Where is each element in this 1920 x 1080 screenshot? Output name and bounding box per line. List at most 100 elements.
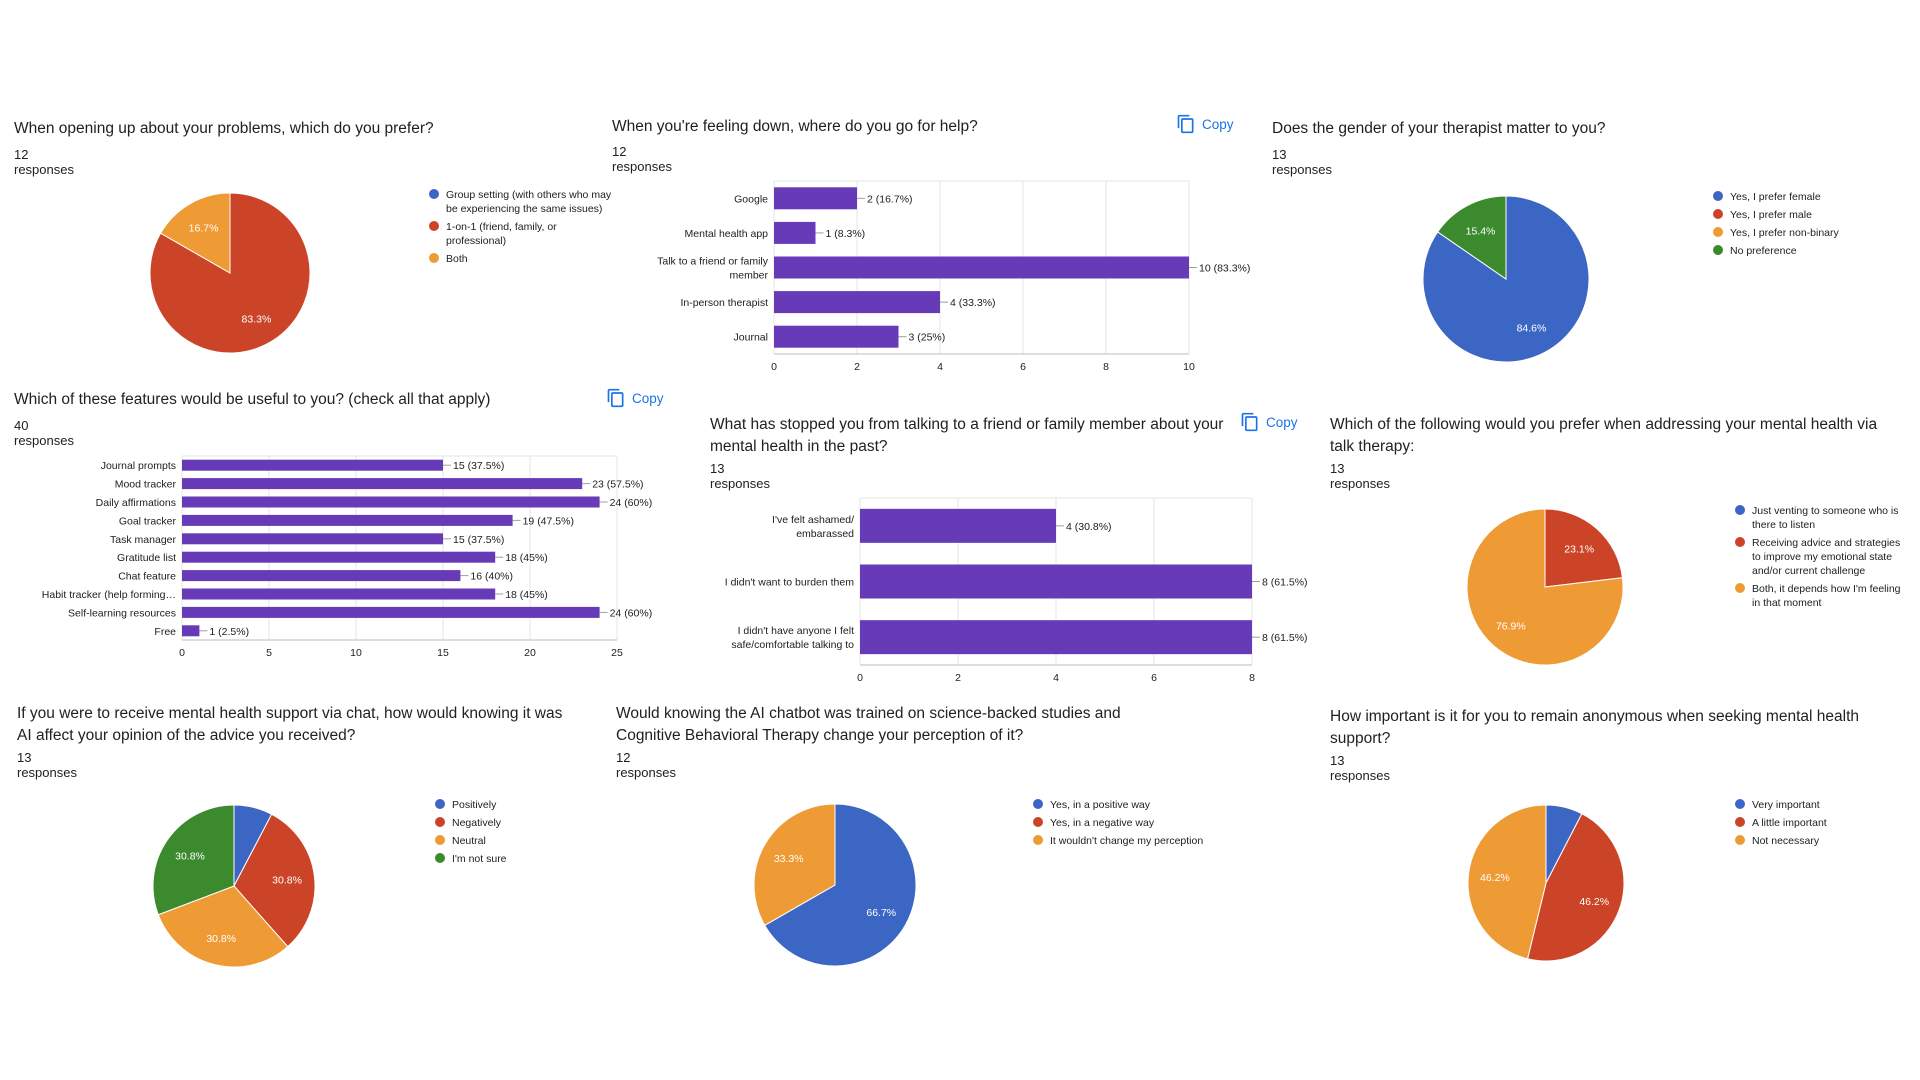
legend-label: No preference <box>1730 245 1797 257</box>
copy-icon <box>607 388 624 408</box>
legend-marker <box>1033 817 1043 827</box>
data-label: 4 (30.8%) <box>1066 521 1112 533</box>
slice-label: 30.8% <box>175 851 205 863</box>
x-tick-label: 25 <box>611 647 623 659</box>
legend-marker <box>429 221 439 231</box>
question-title: When you're feeling down, where do you g… <box>612 118 978 135</box>
data-label: 15 (37.5%) <box>453 534 504 546</box>
data-label: 23 (57.5%) <box>592 479 643 491</box>
legend-label: I'm not sure <box>452 853 507 865</box>
legend-label: Positively <box>452 799 497 811</box>
category-label: Goal tracker <box>119 515 177 527</box>
legend-marker <box>1713 209 1723 219</box>
pie-slice <box>1544 508 1623 588</box>
data-label: 3 (25%) <box>909 332 946 344</box>
x-tick-label: 15 <box>437 647 449 659</box>
bar <box>182 496 600 508</box>
category-label: I didn't have anyone I felt <box>738 625 855 637</box>
legend-marker <box>1735 799 1745 809</box>
bar <box>774 291 940 314</box>
bar <box>774 187 857 210</box>
slice-label: 66.7% <box>866 907 896 919</box>
category-label: Mental health app <box>685 228 769 240</box>
pie-slice <box>157 885 289 968</box>
legend-marker <box>1735 537 1745 547</box>
x-tick-label: 0 <box>771 361 777 373</box>
question-title: Does the gender of your therapist matter… <box>1272 120 1606 137</box>
bar <box>860 620 1252 655</box>
slice-label: 76.9% <box>1496 621 1526 633</box>
data-label: 16 (40%) <box>470 571 513 583</box>
legend-label: Yes, I prefer female <box>1730 191 1821 203</box>
copy-button[interactable]: Copy <box>1240 412 1298 432</box>
x-tick-label: 0 <box>857 672 863 684</box>
slice-label: 46.2% <box>1579 896 1609 908</box>
slice-label: 46.2% <box>1480 872 1510 884</box>
legend-label: and/or current challenge <box>1752 565 1865 577</box>
legend-label: Receiving advice and strategies <box>1752 537 1900 549</box>
legend-marker <box>435 835 445 845</box>
legend-label: there to listen <box>1752 519 1815 531</box>
legend-marker <box>429 189 439 199</box>
pie-slice <box>1467 804 1547 960</box>
pie-slice <box>1436 195 1507 280</box>
data-label: 19 (47.5%) <box>523 515 574 527</box>
response-count: 13 responses <box>17 750 77 780</box>
x-tick-label: 4 <box>937 361 943 373</box>
data-label: 24 (60%) <box>610 497 653 509</box>
pie-slice <box>233 813 316 948</box>
legend-label: Neutral <box>452 835 486 847</box>
legend-label: Group setting (with others who may <box>446 189 612 201</box>
bar <box>182 551 496 563</box>
bar <box>182 625 200 637</box>
slice-label: 15.4% <box>1466 226 1496 238</box>
legend-label: in that moment <box>1752 597 1822 609</box>
category-label: Gratitude list <box>117 552 176 564</box>
question-title: How important is it for you to remain an… <box>1330 708 1859 747</box>
category-label: In-person therapist <box>680 297 768 309</box>
x-tick-label: 8 <box>1103 361 1109 373</box>
copy-button[interactable]: Copy <box>1176 114 1234 134</box>
copy-button[interactable]: Copy <box>606 388 664 408</box>
response-count: 12 responses <box>612 144 672 174</box>
legend-label: Yes, I prefer non-binary <box>1730 227 1840 239</box>
legend-marker <box>1735 505 1745 515</box>
legend-marker <box>1033 799 1043 809</box>
x-tick-label: 5 <box>266 647 272 659</box>
copy-label: Copy <box>632 390 664 406</box>
legend-marker <box>1735 583 1745 593</box>
category-label: embarassed <box>796 528 854 540</box>
legend-label: It wouldn't change my perception <box>1050 835 1203 847</box>
bar <box>860 508 1056 543</box>
response-count: 13 responses <box>1272 147 1332 177</box>
response-count: 12 responses <box>616 750 676 780</box>
x-tick-label: 10 <box>350 647 362 659</box>
question-title: If you were to receive mental health sup… <box>17 705 563 744</box>
pie-slice <box>159 192 231 274</box>
pie-slice <box>152 804 235 916</box>
legend-marker <box>1033 835 1043 845</box>
question-title: Which of these features would be useful … <box>14 391 491 408</box>
data-label: 24 (60%) <box>610 607 653 619</box>
data-label: 1 (8.3%) <box>826 228 866 240</box>
legend-label: Both <box>446 253 468 265</box>
x-tick-label: 20 <box>524 647 536 659</box>
response-count: 12 responses <box>14 147 74 177</box>
category-label: Free <box>154 626 176 638</box>
category-label: I didn't want to burden them <box>725 577 855 589</box>
bar <box>182 478 583 490</box>
slice-label: 84.6% <box>1517 322 1547 334</box>
legend-marker <box>435 817 445 827</box>
x-tick-label: 4 <box>1053 672 1059 684</box>
data-label: 10 (83.3%) <box>1199 263 1250 275</box>
data-label: 8 (61.5%) <box>1262 632 1308 644</box>
bar <box>774 256 1189 279</box>
copy-label: Copy <box>1202 116 1234 132</box>
legend-label: Both, it depends how I'm feeling <box>1752 583 1901 595</box>
bar <box>774 221 816 244</box>
question-title: What has stopped you from talking to a f… <box>710 416 1224 455</box>
pie-slice <box>753 803 836 927</box>
slice-label: 23.1% <box>1564 543 1594 555</box>
legend-label: Not necessary <box>1752 835 1820 847</box>
x-tick-label: 8 <box>1249 672 1255 684</box>
